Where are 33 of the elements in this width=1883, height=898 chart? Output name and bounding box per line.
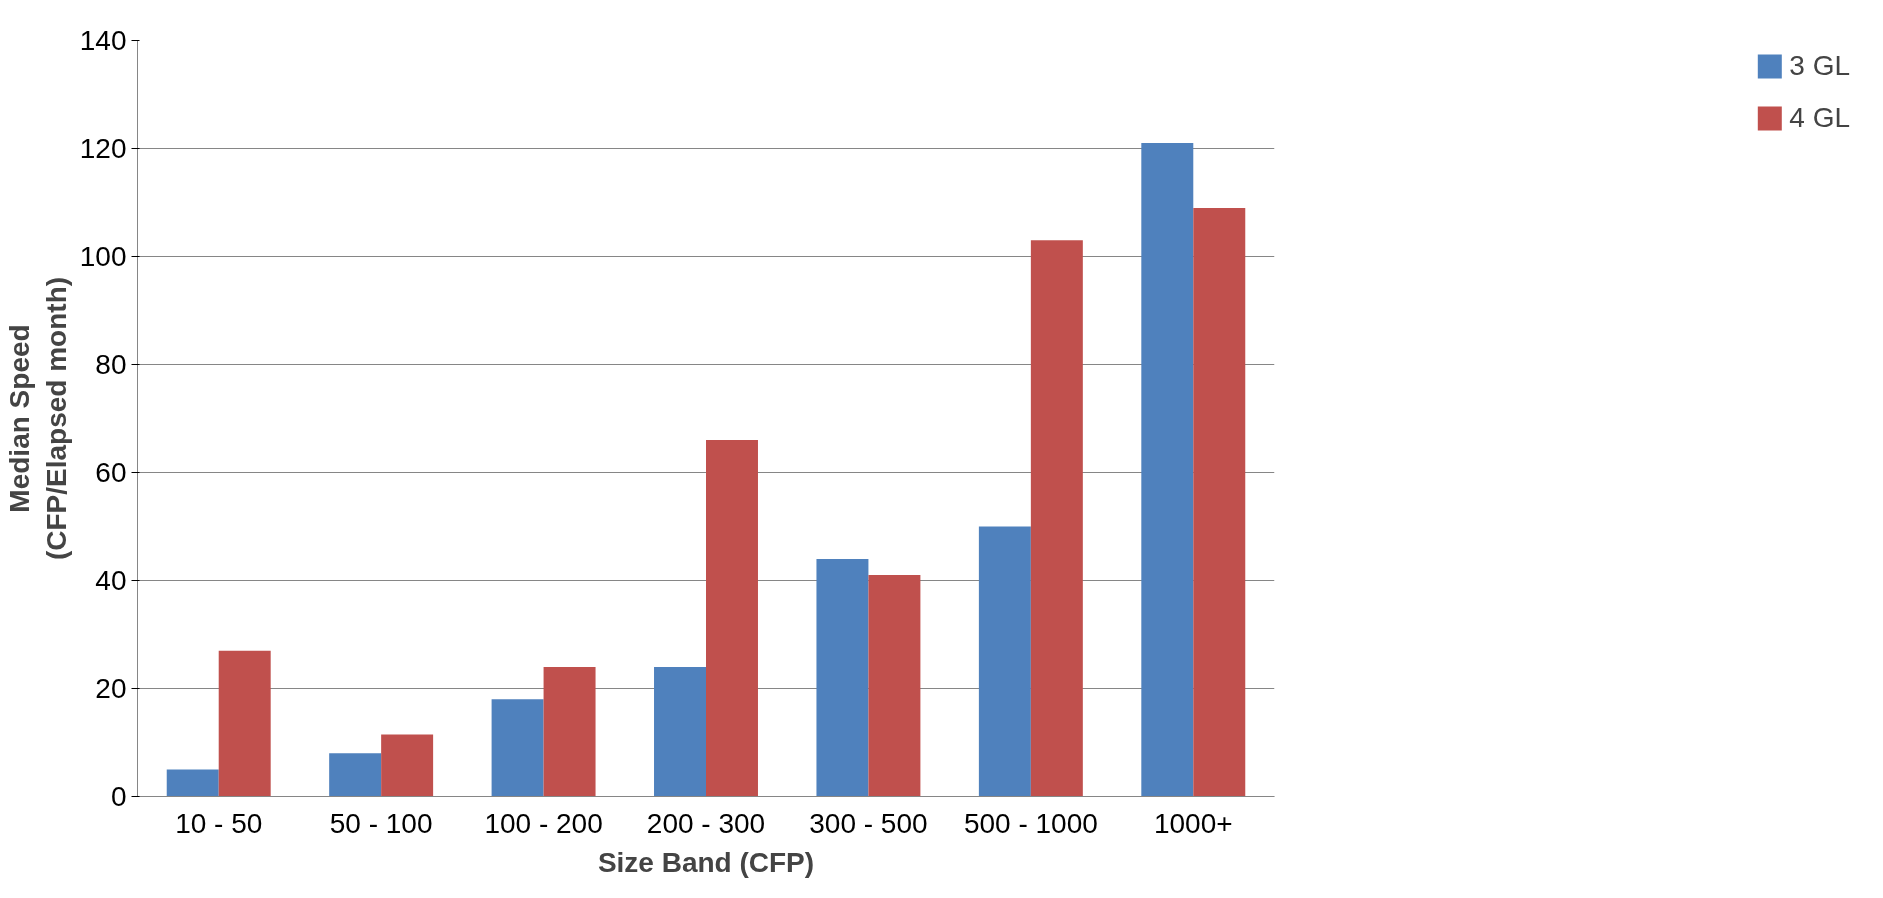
y-tick-label: 120: [79, 133, 127, 164]
bar: [1030, 240, 1083, 797]
y-tick-label: 100: [79, 241, 127, 272]
bar: [1193, 207, 1246, 797]
bar: [381, 734, 434, 797]
y-tick-label: 140: [79, 25, 127, 56]
bar: [978, 526, 1031, 797]
legend-label: 4 GL: [1789, 102, 1850, 134]
bar: [654, 666, 706, 797]
x-tick-label: 200 - 300: [646, 807, 766, 839]
bar: [816, 558, 869, 797]
y-tick-label: 60: [95, 457, 127, 488]
x-tick-label: 100 - 200: [484, 807, 603, 839]
x-tick-label: 500 - 1000: [963, 807, 1098, 839]
x-tick-label: 10 - 50: [175, 807, 263, 839]
y-tick-label: 0: [110, 781, 127, 812]
bar: [543, 666, 596, 797]
bar: [166, 769, 219, 797]
bar: [868, 575, 921, 797]
bar: [1141, 143, 1194, 797]
y-tick-label: 40: [95, 565, 127, 596]
y-tick-label: 20: [95, 673, 127, 704]
x-tick-label: 50 - 100: [329, 807, 433, 839]
x-tick-label: 300 - 500: [809, 807, 928, 839]
x-tick-label: 1000+: [1153, 807, 1233, 839]
bar: [329, 753, 382, 797]
y-tick-label: 80: [95, 349, 127, 380]
bar: [218, 650, 271, 797]
bar: [491, 699, 544, 797]
y-axis-title: Median Speed (CFP/Elapsed month): [3, 276, 72, 561]
legend-label: 3 GL: [1789, 50, 1850, 82]
x-axis-title: Size Band (CFP): [597, 846, 815, 878]
bar: [706, 440, 758, 797]
